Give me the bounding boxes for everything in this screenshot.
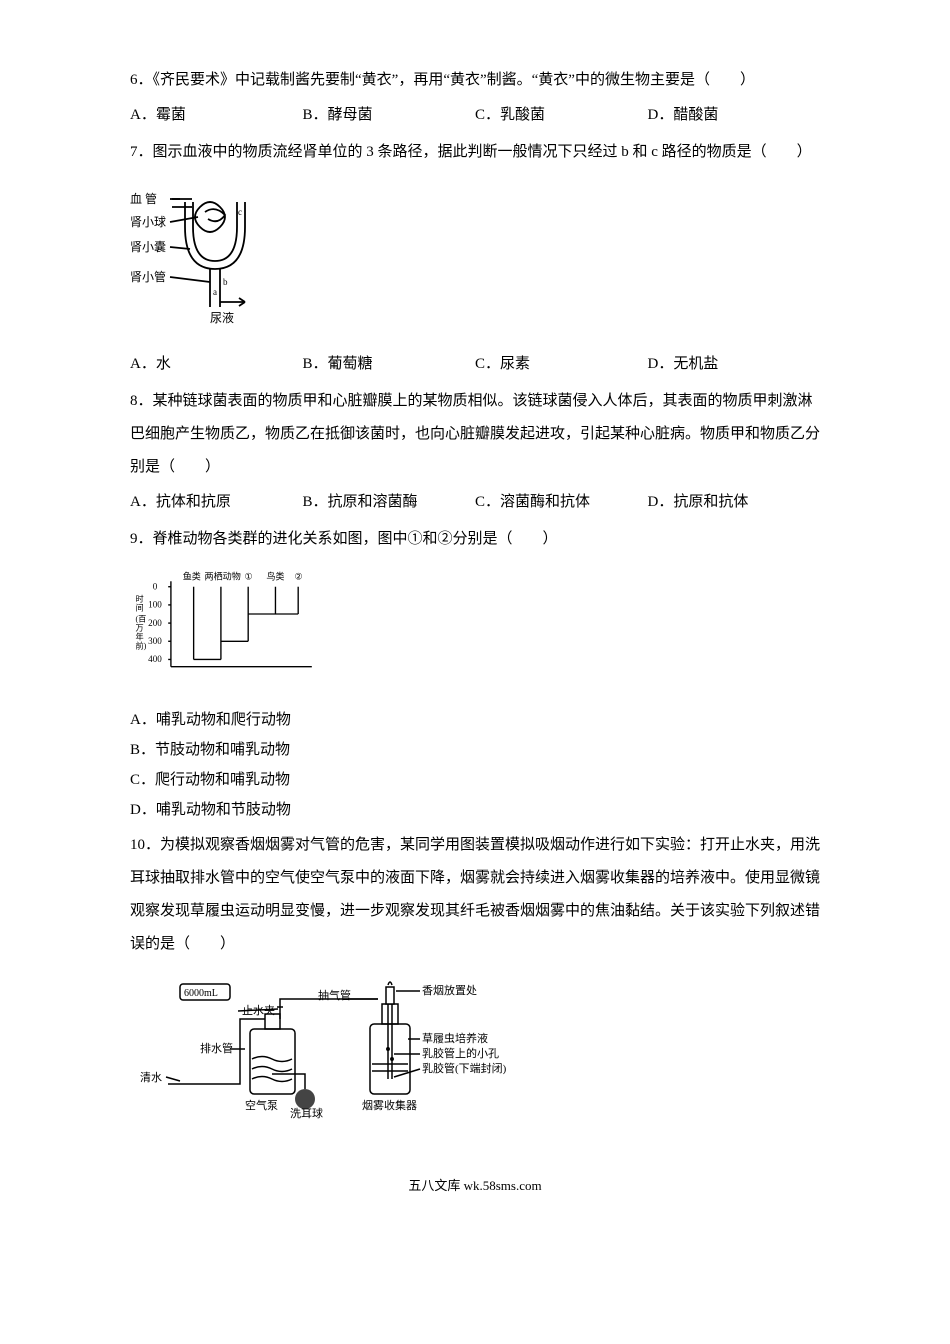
q7-figure: a b c 血 管 肾小球 肾小囊 肾小管 尿液 (130, 177, 820, 340)
q6-opt-d: D．醋酸菌 (648, 99, 821, 132)
lbl-clip: 止水夹 (242, 1004, 275, 1017)
svg-text:万: 万 (135, 623, 143, 632)
lbl-bird: 鸟类 (266, 570, 284, 581)
lbl-urine: 尿液 (210, 310, 234, 325)
q6-opt-a: A．霉菌 (130, 99, 303, 132)
q6-opt-c: C．乳酸菌 (475, 99, 648, 132)
q8-opt-b: B．抗原和溶菌酶 (303, 486, 476, 519)
svg-text:间: 间 (135, 603, 143, 612)
q9-text: 9．脊椎动物各类群的进化关系如图，图中①和②分别是（ ） (130, 523, 820, 556)
tick-0: 0 (153, 581, 158, 591)
svg-text:b: b (223, 277, 228, 287)
q8-text: 8．某种链球菌表面的物质甲和心脏瓣膜上的某物质相似。该链球菌侵入人体后，其表面的… (130, 385, 820, 484)
q8-options: A．抗体和抗原 B．抗原和溶菌酶 C．溶菌酶和抗体 D．抗原和抗体 (130, 486, 820, 519)
q7-opt-b: B．葡萄糖 (303, 348, 476, 381)
page-footer: 五八文库 wk.58sms.com (130, 1172, 820, 1201)
svg-text:c: c (238, 207, 242, 217)
q7-options: A．水 B．葡萄糖 C．尿素 D．无机盐 (130, 348, 820, 381)
lbl-c1: ① (245, 571, 253, 581)
lbl-vol: 6000mL (184, 988, 218, 999)
q10-text: 10．为模拟观察香烟烟雾对气管的危害，某同学用图装置模拟吸烟动作进行如下实验：打… (130, 829, 820, 961)
q7-opt-d: D．无机盐 (648, 348, 821, 381)
svg-text:年: 年 (135, 631, 143, 641)
q6-text: 6．《齐民要术》中记载制酱先要制“黄衣”，再用“黄衣”制酱。“黄衣”中的微生物主… (130, 64, 820, 97)
phylogeny-diagram: 时 间 (百 万 年 前) 0 100 200 300 400 鱼类 两栖动物 … (130, 564, 330, 684)
svg-text:(百: (百 (135, 614, 146, 623)
q9-figure: 时 间 (百 万 年 前) 0 100 200 300 400 鱼类 两栖动物 … (130, 564, 820, 697)
lbl-hole: 乳胶管上的小孔 (422, 1046, 499, 1060)
lbl-bulb: 洗耳球 (290, 1106, 323, 1119)
tick-300: 300 (148, 636, 162, 646)
tick-100: 100 (148, 600, 162, 610)
q9-opt-a: A．哺乳动物和爬行动物 (130, 705, 820, 735)
q8-opt-d: D．抗原和抗体 (648, 486, 821, 519)
lbl-glom: 肾小球 (130, 215, 166, 229)
lbl-tubule: 肾小管 (130, 269, 166, 284)
lbl-collector: 烟雾收集器 (362, 1098, 417, 1112)
svg-text:前): 前) (135, 641, 146, 651)
q9-opt-d: D．哺乳动物和节肢动物 (130, 795, 820, 825)
lbl-c2: ② (295, 571, 303, 581)
lbl-fish: 鱼类 (183, 570, 201, 581)
q8-opt-a: A．抗体和抗原 (130, 486, 303, 519)
tick-400: 400 (148, 654, 162, 664)
lbl-water: 清水 (140, 1071, 162, 1084)
q8-opt-c: C．溶菌酶和抗体 (475, 486, 648, 519)
svg-text:a: a (213, 287, 217, 297)
lbl-culture: 草履虫培养液 (422, 1031, 488, 1045)
lbl-cig: 香烟放置处 (422, 983, 477, 997)
q6-options: A．霉菌 B．酵母菌 C．乳酸菌 D．醋酸菌 (130, 99, 820, 132)
q7-opt-a: A．水 (130, 348, 303, 381)
q10-figure: 6000mL 抽气管 香烟放置处 止水夹 草履虫培养液 排水管 乳胶管上的小孔 … (130, 969, 820, 1132)
lbl-amph: 两栖动物 (205, 570, 241, 581)
nephron-diagram: a b c 血 管 肾小球 肾小囊 肾小管 尿液 (130, 177, 260, 327)
lbl-closed: 乳胶管(下端封闭) (422, 1061, 507, 1075)
tick-200: 200 (148, 618, 162, 628)
lbl-pump: 空气泵 (245, 1098, 278, 1112)
lbl-drain: 排水管 (200, 1041, 233, 1055)
lbl-vessel: 血 管 (130, 191, 157, 206)
q7-text: 7．图示血液中的物质流经肾单位的 3 条路径，据此判断一般情况下只经过 b 和 … (130, 136, 820, 169)
axis-label: 时 (135, 593, 143, 603)
q9-options: A．哺乳动物和爬行动物 B．节肢动物和哺乳动物 C．爬行动物和哺乳动物 D．哺乳… (130, 705, 820, 825)
apparatus-diagram: 6000mL 抽气管 香烟放置处 止水夹 草履虫培养液 排水管 乳胶管上的小孔 … (130, 969, 530, 1119)
q9-opt-c: C．爬行动物和哺乳动物 (130, 765, 820, 795)
lbl-suction: 抽气管 (318, 988, 351, 1002)
q7-opt-c: C．尿素 (475, 348, 648, 381)
lbl-capsule: 肾小囊 (130, 239, 166, 254)
q6-opt-b: B．酵母菌 (303, 99, 476, 132)
q9-opt-b: B．节肢动物和哺乳动物 (130, 735, 820, 765)
